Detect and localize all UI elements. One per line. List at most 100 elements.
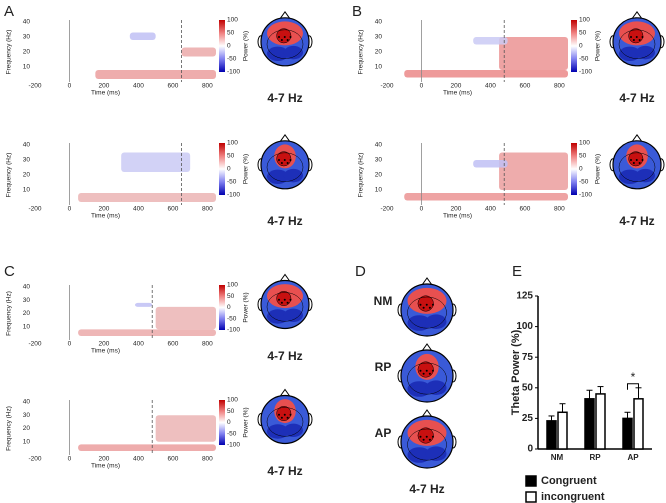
colorbar-tick-label: 50 (579, 153, 587, 160)
bar (633, 398, 644, 450)
colorbar-tick-label: -100 (227, 327, 240, 334)
electrode (422, 438, 425, 441)
colorbar-tick-label: 50 (227, 30, 235, 37)
colorbar-tick-label: 50 (227, 293, 235, 300)
x-tick-label: 0 (68, 341, 72, 348)
y-tick-label: 20 (23, 49, 31, 56)
x-tick-label: NM (551, 453, 564, 462)
cluster (78, 444, 216, 452)
colorbar-tick-label: 0 (579, 43, 583, 50)
y-tick-label: 30 (23, 157, 31, 164)
colorbar (571, 20, 577, 72)
colorbar-tick-label: 0 (227, 43, 231, 50)
electrode (428, 438, 431, 441)
electrode (425, 303, 428, 306)
colorbar-tick-label: -50 (579, 56, 589, 63)
y-tick-label: 40 (23, 19, 31, 26)
x-tick-label: 0 (420, 206, 424, 213)
y-tick-label: 40 (375, 142, 383, 149)
x-tick-label: RP (589, 453, 601, 462)
y-axis-label: Frequency (Hz) (358, 30, 365, 75)
x-tick-label: 800 (202, 456, 213, 463)
panel-label: A (4, 3, 14, 20)
y-axis-label: Frequency (Hz) (6, 153, 13, 198)
topo-nose (421, 343, 433, 352)
electrode (431, 369, 434, 372)
y-tick-label: 20 (23, 172, 31, 179)
electrode (280, 162, 283, 164)
topo-blob (267, 169, 289, 184)
electrode (286, 301, 289, 304)
x-tick-label: 400 (133, 341, 144, 348)
electrode (422, 372, 425, 375)
bar (622, 417, 633, 450)
electrode (283, 413, 286, 416)
cluster (473, 160, 508, 168)
x-tick-label: 0 (68, 83, 72, 90)
topo-blob (283, 308, 303, 323)
y-tick-label: 10 (23, 187, 31, 194)
panel-label: E (512, 263, 522, 280)
topo-contour (407, 362, 447, 395)
colorbar (571, 143, 577, 195)
topo-nose (279, 133, 291, 143)
colorbar-tick-label: -50 (579, 179, 589, 186)
x-tick-label: AP (627, 453, 639, 462)
colorbar-tick-label: 50 (579, 30, 587, 37)
y-tick-label: 30 (23, 34, 31, 41)
topo-blob (619, 46, 641, 61)
electrode (422, 306, 425, 309)
x-tick-label: 400 (485, 206, 496, 213)
x-tick-label: 800 (202, 206, 213, 213)
colorbar-tick-label: 100 (579, 140, 590, 147)
topo-nose (631, 10, 643, 20)
electrode (278, 298, 280, 301)
colorbar-label: Power (%) (243, 154, 250, 184)
colorbar-tick-label: 0 (227, 304, 231, 311)
y-tick-label: 30 (23, 412, 31, 419)
topo-blob (635, 168, 656, 183)
colorbar-tick-label: 100 (579, 17, 590, 24)
topo-blob (267, 46, 289, 61)
panel-label: C (4, 263, 15, 280)
electrode (419, 435, 422, 438)
electrode (289, 298, 292, 301)
electrode (278, 36, 280, 38)
x-tick-label: 0 (68, 206, 72, 213)
cluster (155, 415, 216, 442)
topo-contour (266, 407, 304, 437)
topo-nose (279, 388, 291, 397)
x-tick-label: 400 (133, 206, 144, 213)
colorbar (219, 143, 225, 195)
electrode (431, 303, 434, 306)
topo-blob (619, 169, 641, 184)
colorbar (219, 400, 225, 445)
topo-blob (407, 315, 431, 331)
colorbar-tick-label: 100 (227, 397, 238, 404)
cluster (473, 37, 508, 45)
cluster (499, 37, 568, 70)
colorbar-tick-label: 50 (227, 408, 235, 415)
electrode (278, 413, 280, 416)
y-tick-label: 20 (23, 425, 31, 432)
y-axis-label: Frequency (Hz) (6, 406, 13, 451)
colorbar-tick-label: 0 (227, 166, 231, 173)
electrode (428, 372, 431, 375)
electrode (419, 369, 422, 372)
electrode (280, 39, 283, 41)
y-tick-label: 50 (522, 382, 534, 393)
legend-label: incongruent (541, 491, 605, 503)
y-tick-label: 10 (375, 187, 383, 194)
y-tick-label: 25 (522, 413, 534, 424)
colorbar-tick-label: -50 (227, 315, 237, 322)
colorbar-tick-label: 0 (227, 419, 231, 426)
x-tick-label: 200 (99, 83, 110, 90)
colorbar-tick-label: -50 (227, 179, 237, 186)
x-tick-label: 600 (167, 341, 178, 348)
colorbar (219, 285, 225, 330)
x-axis-label: Time (ms) (91, 90, 120, 97)
colorbar-tick-label: -50 (227, 430, 237, 437)
y-tick-label: 40 (23, 399, 31, 406)
topomap-label: 4-7 Hz (267, 91, 302, 105)
